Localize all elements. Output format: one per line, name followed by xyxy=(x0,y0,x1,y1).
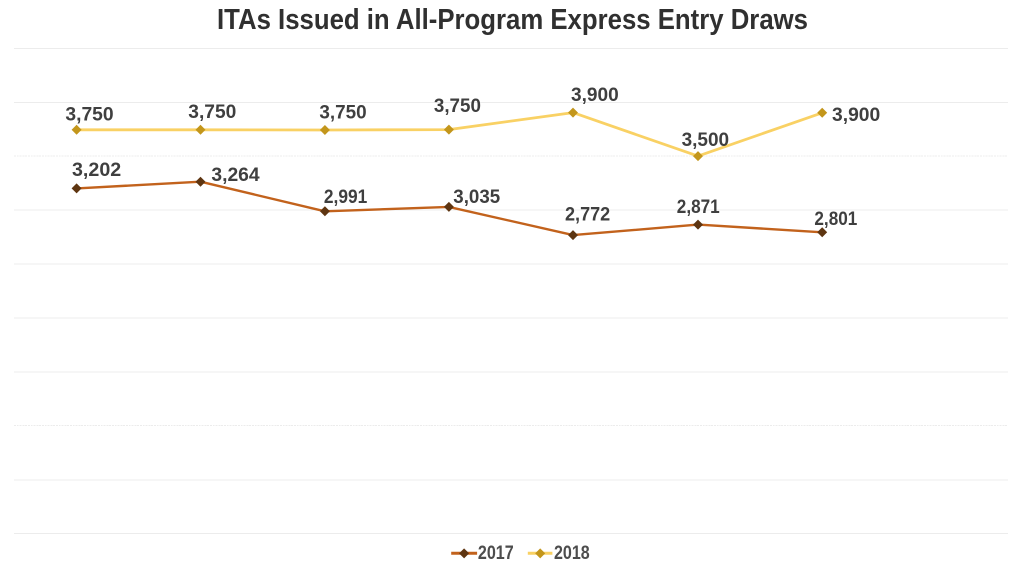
svg-text:2017: 2017 xyxy=(478,543,514,564)
svg-text:2,801: 2,801 xyxy=(814,209,857,230)
svg-text:3,750: 3,750 xyxy=(188,102,236,123)
svg-text:3,900: 3,900 xyxy=(571,85,619,106)
svg-text:3,750: 3,750 xyxy=(65,104,113,125)
svg-text:ITAs Issued in All-Program Exp: ITAs Issued in All-Program Express Entry… xyxy=(217,4,808,36)
svg-text:2,772: 2,772 xyxy=(565,205,610,226)
svg-text:2018: 2018 xyxy=(554,543,590,564)
svg-text:3,264: 3,264 xyxy=(211,165,260,186)
svg-text:3,035: 3,035 xyxy=(453,187,500,208)
svg-text:3,750: 3,750 xyxy=(434,96,481,117)
svg-text:3,202: 3,202 xyxy=(72,160,121,181)
svg-text:3,500: 3,500 xyxy=(682,130,730,151)
svg-text:2,991: 2,991 xyxy=(324,187,368,208)
svg-text:3,750: 3,750 xyxy=(319,103,366,124)
svg-text:2,871: 2,871 xyxy=(677,197,720,218)
svg-text:3,900: 3,900 xyxy=(832,105,880,126)
